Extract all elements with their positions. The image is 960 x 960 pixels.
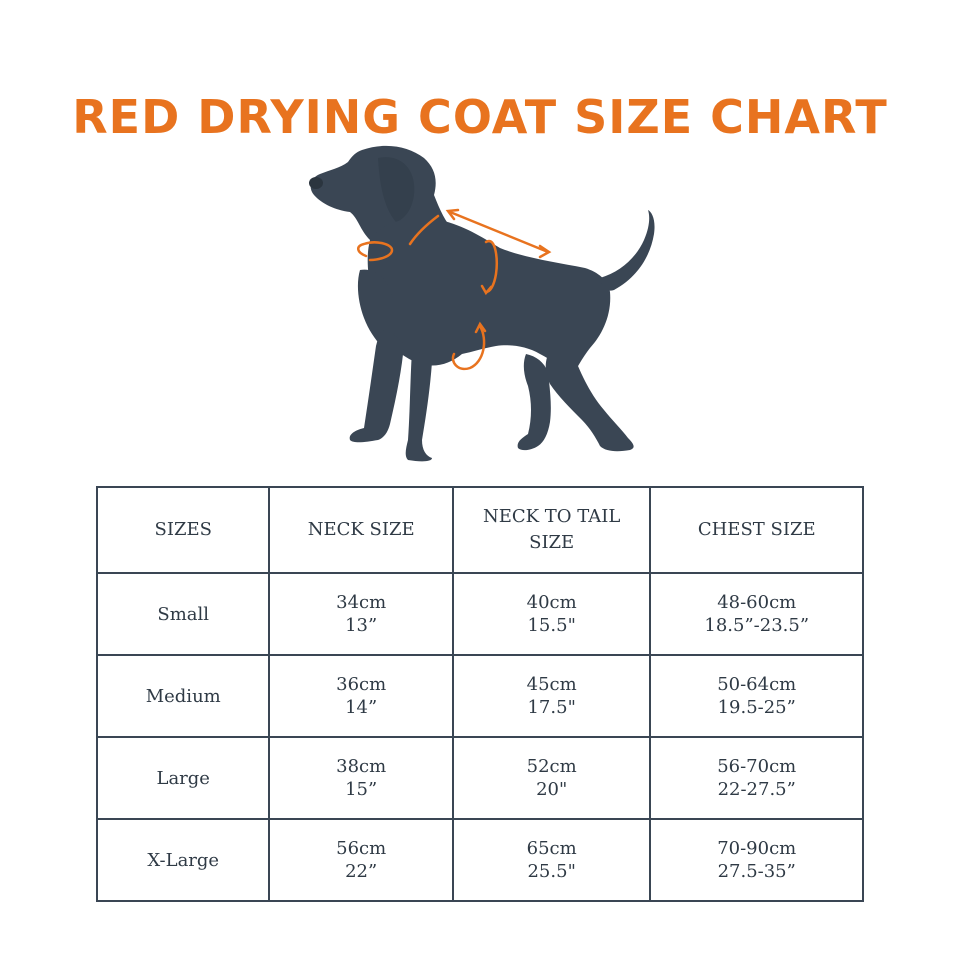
- neck-cm: 36cm: [336, 674, 387, 695]
- length-cm: 52cm: [526, 756, 577, 777]
- neck-to-tail-arrowhead-end: [538, 244, 552, 259]
- chest-cm: 50-64cm: [717, 674, 797, 695]
- chest-cm: 70-90cm: [717, 838, 797, 859]
- length-in: 25.5": [527, 861, 576, 882]
- chest-size-cell: 70-90cm 27.5-35”: [649, 818, 864, 902]
- neck-cm: 56cm: [336, 838, 387, 859]
- neck-in: 13”: [345, 615, 378, 636]
- neck-size-cell: 34cm 13”: [268, 572, 454, 656]
- chest-size-cell: 56-70cm 22-27.5”: [649, 736, 864, 820]
- chest-in: 27.5-35”: [717, 861, 796, 882]
- table-row-large: Large 38cm 15” 52cm 20" 56-70cm 22-27.5”: [95, 736, 864, 820]
- neck-in: 22”: [345, 861, 378, 882]
- length-in: 17.5": [527, 697, 576, 718]
- size-chart-table: SIZES NECK SIZE NECK TO TAIL SIZE CHEST …: [95, 486, 864, 902]
- header-neck-size: NECK SIZE: [268, 486, 454, 574]
- size-label: Large: [95, 736, 271, 820]
- chest-size-cell: 48-60cm 18.5”-23.5”: [649, 572, 864, 656]
- chest-in: 18.5”-23.5”: [704, 615, 810, 636]
- neck-to-tail-cell: 45cm 17.5": [451, 654, 652, 738]
- neck-loop-marker: [357, 241, 394, 262]
- size-label: Small: [95, 572, 271, 656]
- header-neck-to-tail-size: NECK TO TAIL SIZE: [451, 486, 652, 574]
- length-cm: 40cm: [526, 592, 577, 613]
- neck-to-tail-arrow: [448, 210, 550, 254]
- length-in: 15.5": [527, 615, 576, 636]
- page-title: RED DRYING COAT SIZE CHART: [72, 89, 888, 144]
- neck-to-tail-cell: 52cm 20": [451, 736, 652, 820]
- neck-cm: 38cm: [336, 756, 387, 777]
- dog-illustration-svg: [309, 145, 655, 462]
- belly-loop-marker: [451, 324, 486, 371]
- chest-in: 19.5-25”: [717, 697, 796, 718]
- size-label: Medium: [95, 654, 271, 738]
- size-label: X-Large: [95, 818, 271, 902]
- measurement-markers: [357, 208, 552, 371]
- length-in: 20": [536, 779, 568, 800]
- chest-size-cell: 50-64cm 19.5-25”: [649, 654, 864, 738]
- dog-measurement-illustration: [300, 140, 670, 470]
- neck-size-cell: 56cm 22”: [268, 818, 454, 902]
- dog-silhouette: [309, 145, 655, 462]
- table-header-row: SIZES NECK SIZE NECK TO TAIL SIZE CHEST …: [95, 486, 864, 574]
- neck-to-tail-cell: 40cm 15.5": [451, 572, 652, 656]
- neck-size-cell: 38cm 15”: [268, 736, 454, 820]
- neck-in: 15”: [345, 779, 378, 800]
- neck-size-cell: 36cm 14”: [268, 654, 454, 738]
- chest-in: 22-27.5”: [717, 779, 796, 800]
- neck-cm: 34cm: [336, 592, 387, 613]
- belly-arrowhead: [474, 321, 487, 334]
- neck-to-tail-cell: 65cm 25.5": [451, 818, 652, 902]
- length-cm: 65cm: [526, 838, 577, 859]
- neck-to-tail-arrowhead-start: [445, 208, 460, 221]
- neck-arc-marker: [408, 214, 440, 246]
- chest-cm: 56-70cm: [717, 756, 797, 777]
- table-row-x-large: X-Large 56cm 22” 65cm 25.5" 70-90cm 27.5…: [95, 818, 864, 902]
- header-sizes: SIZES: [95, 486, 271, 574]
- header-chest-size: CHEST SIZE: [649, 486, 864, 574]
- table-row-small: Small 34cm 13” 40cm 15.5" 48-60cm 18.5”-…: [95, 572, 864, 656]
- neck-in: 14”: [345, 697, 378, 718]
- table-row-medium: Medium 36cm 14” 45cm 17.5" 50-64cm 19.5-…: [95, 654, 864, 738]
- length-cm: 45cm: [526, 674, 577, 695]
- chest-cm: 48-60cm: [717, 592, 797, 613]
- chest-arrowhead: [480, 284, 493, 296]
